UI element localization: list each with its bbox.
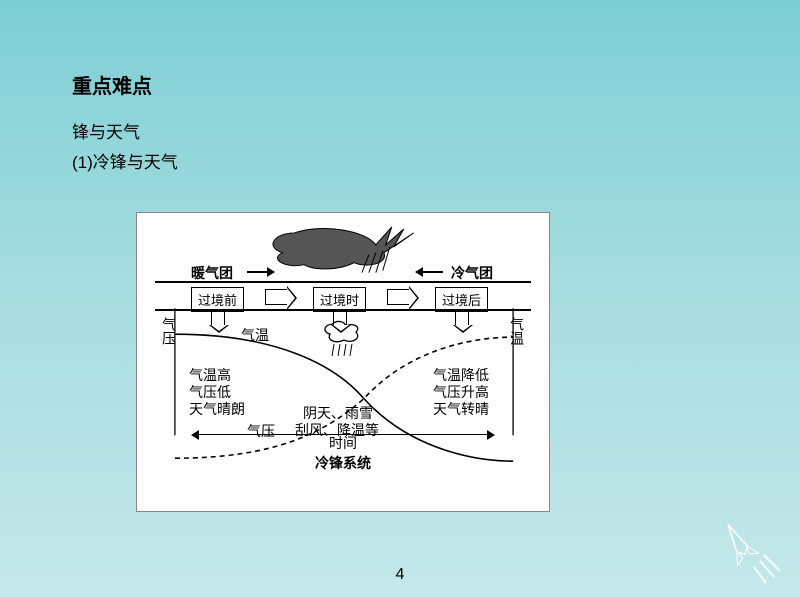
cold-front-diagram: 暖气团 冷气团 过境前 过境时 过境后 气压 气温 气温 气压 气温高 气压低 …: [136, 212, 550, 512]
page-number: 4: [396, 566, 405, 584]
rocket-icon: [702, 509, 782, 589]
system-name: 冷锋系统: [315, 453, 371, 473]
list-item-1: (1)冷锋与天气: [72, 148, 178, 173]
x-label: 时间: [329, 433, 357, 453]
diagram-inner: 暖气团 冷气团 过境前 过境时 过境后 气压 气温 气温 气压 气温高 气压低 …: [155, 225, 531, 481]
subtitle: 锋与天气: [72, 118, 140, 143]
section-title: 重点难点: [72, 70, 152, 99]
